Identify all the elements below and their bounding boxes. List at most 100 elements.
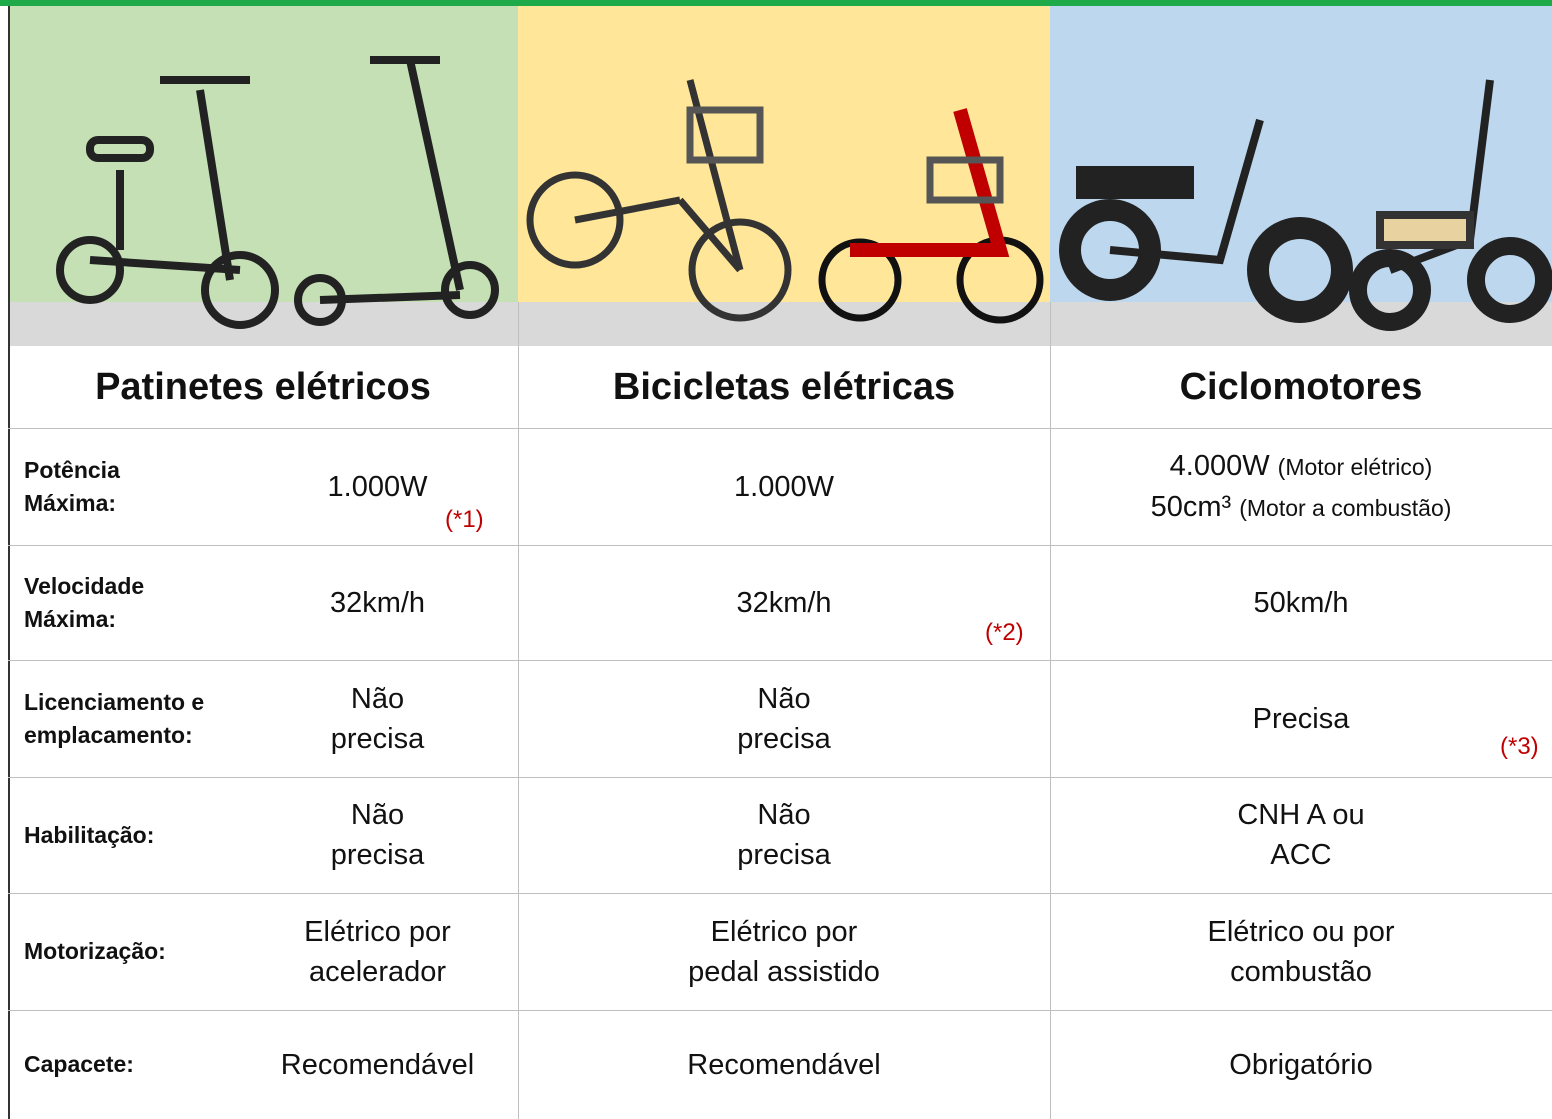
cell: Elétrico por pedal assistido xyxy=(518,893,1050,1010)
cell: Não precisa xyxy=(518,660,1050,777)
row-label: Capacete: xyxy=(10,1010,250,1119)
cell-line: 32km/h xyxy=(330,583,425,623)
cell-text: 32km/h xyxy=(329,586,426,619)
footnote-marker: (*3) xyxy=(1500,733,1539,760)
cell-line: Recomendável xyxy=(687,1045,880,1085)
row-divider xyxy=(8,428,1552,429)
cell-line: CNH A ou xyxy=(1237,795,1364,835)
cell-line: 1.000W xyxy=(328,467,428,507)
moped-drawing xyxy=(1059,79,1552,331)
footnote-marker: (*1) xyxy=(445,506,484,533)
cell: Recomendável xyxy=(250,1010,505,1119)
cell-text: combustão xyxy=(1230,955,1372,988)
row-label-line: Capacete: xyxy=(24,1051,134,1077)
cell: 1.000W xyxy=(518,428,1050,545)
cell-text: Obrigatório xyxy=(1229,1048,1373,1081)
cell-text: Não xyxy=(757,682,811,715)
cell-text: 50km/h xyxy=(1253,586,1349,619)
row-label-line: Motorização: xyxy=(24,938,166,964)
row-divider xyxy=(8,660,1552,661)
row-label-line: Licenciamento e xyxy=(24,688,205,715)
cell-line: Recomendável xyxy=(281,1045,474,1085)
cell: Elétrico ou por combustão xyxy=(1050,893,1552,1010)
cell-line: Não xyxy=(351,795,404,835)
cell: CNH A ou ACC xyxy=(1050,777,1552,893)
column-divider xyxy=(1050,302,1051,1119)
cell-text: ACC xyxy=(1270,839,1332,871)
cell-line: precisa xyxy=(737,835,831,875)
cell-text: precisa xyxy=(737,722,831,755)
row-label-line: Máxima: xyxy=(24,605,117,632)
cell-line: precisa xyxy=(331,719,425,759)
cell-text: Recomendável xyxy=(687,1048,881,1081)
cell-text: 32km/h xyxy=(736,586,832,619)
row-divider xyxy=(8,777,1552,778)
cell-line: acelerador xyxy=(309,952,446,992)
cell-line: 1.000W xyxy=(734,467,834,507)
row-divider xyxy=(8,545,1552,546)
cell-text: CNH A ou xyxy=(1237,799,1365,831)
cell-line: 50cm³ (Motor a combustão) xyxy=(1151,487,1452,528)
cell-text: Elétrico ou por xyxy=(1207,915,1395,948)
cell-text: 4.000W xyxy=(1169,449,1270,482)
row-label: Licenciamento e emplacamento: xyxy=(10,660,250,777)
cell-line: Obrigatório xyxy=(1229,1045,1372,1085)
cell-text: 50cm³ xyxy=(1150,490,1232,523)
cell-line: Não xyxy=(757,679,810,719)
cell: Precisa xyxy=(1050,660,1552,777)
cell-text: Elétrico por xyxy=(304,915,451,948)
cell-text: precisa xyxy=(330,722,425,755)
cell-line: Elétrico por xyxy=(711,912,858,952)
cell-line: 4.000W (Motor elétrico) xyxy=(1170,446,1433,487)
cell-line: Não xyxy=(757,795,810,835)
cell-line: Precisa xyxy=(1253,699,1350,739)
cell-line: Elétrico por xyxy=(304,912,451,952)
cell: Não precisa xyxy=(518,777,1050,893)
cell-text: Elétrico por xyxy=(710,915,858,948)
row-label-line: Máxima: xyxy=(24,489,117,516)
cell-line: pedal assistido xyxy=(688,952,880,992)
row-label-line: Potência xyxy=(24,456,120,483)
cell-text: Não xyxy=(350,682,405,715)
top-bar xyxy=(0,0,1552,6)
bicycle-drawing xyxy=(526,79,1044,324)
footnote-marker: (*2) xyxy=(985,619,1024,646)
cell-line: combustão xyxy=(1230,952,1372,992)
cell: 50km/h xyxy=(1050,545,1552,660)
cell-text: pedal assistido xyxy=(688,955,880,988)
cell-text: 1.000W xyxy=(327,470,428,503)
cell-line: Não xyxy=(351,679,404,719)
row-divider xyxy=(8,893,1552,894)
cell-text: Não xyxy=(757,799,811,831)
cell: Não precisa xyxy=(250,777,505,893)
cell: 1.000W xyxy=(250,428,505,545)
cell-text: Não xyxy=(350,799,405,831)
column-title: Ciclomotores xyxy=(1179,365,1423,408)
row-label-line: emplacamento: xyxy=(24,721,193,748)
cell-line: Elétrico ou por xyxy=(1208,912,1395,952)
cell-line: 50km/h xyxy=(1253,583,1348,623)
left-border xyxy=(8,6,10,1119)
scooter-drawing xyxy=(56,56,499,329)
cell: Obrigatório xyxy=(1050,1010,1552,1119)
cell-text: precisa xyxy=(330,839,425,871)
cell-line: 32km/h xyxy=(736,583,831,623)
column-title: Patinetes elétricos xyxy=(95,365,431,408)
row-label: Velocidade Máxima: xyxy=(10,545,250,660)
cell-line: ACC xyxy=(1270,835,1331,875)
cell-line: precisa xyxy=(737,719,831,759)
row-label: Potência Máxima: xyxy=(10,428,250,545)
vehicle-illustrations xyxy=(56,56,1552,331)
row-label: Habilitação: xyxy=(10,777,250,893)
cell: Recomendável xyxy=(518,1010,1050,1119)
cell: 32km/h xyxy=(250,545,505,660)
cell-text: 1.000W xyxy=(734,470,834,503)
cell-line: precisa xyxy=(331,835,425,875)
cell-text: acelerador xyxy=(308,955,447,988)
row-divider xyxy=(8,1010,1552,1011)
row-label-line: Habilitação: xyxy=(24,821,155,848)
row-label: Motorização: xyxy=(10,893,250,1010)
cell: Elétrico por acelerador xyxy=(250,893,505,1010)
column-title: Bicicletas elétricas xyxy=(612,365,956,408)
